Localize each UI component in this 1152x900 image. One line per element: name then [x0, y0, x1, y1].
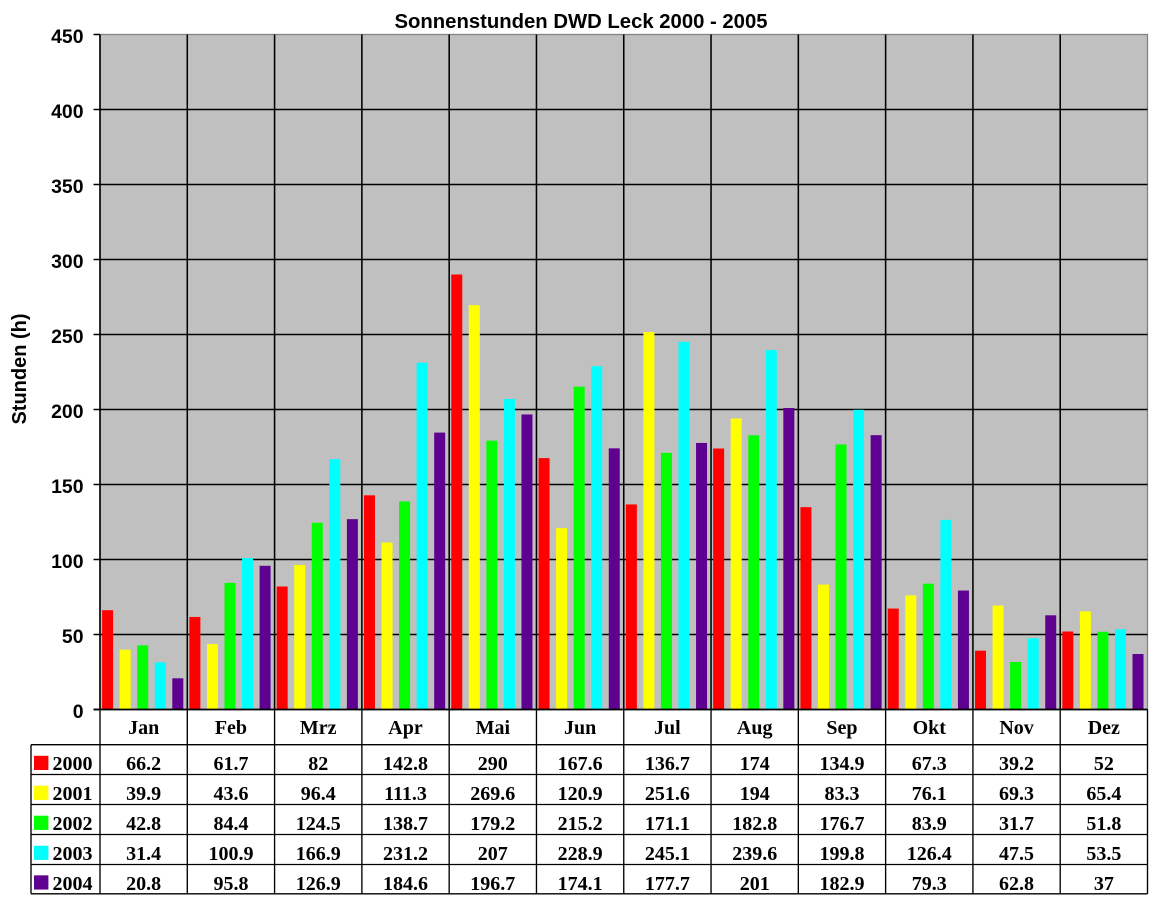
svg-text:184.6: 184.6	[383, 873, 428, 895]
svg-text:53.5: 53.5	[1086, 843, 1121, 865]
svg-text:200: 200	[51, 401, 83, 423]
svg-text:207: 207	[478, 843, 508, 865]
svg-text:61.7: 61.7	[213, 753, 248, 775]
svg-text:76.1: 76.1	[912, 783, 947, 805]
svg-text:42.8: 42.8	[126, 813, 161, 835]
svg-text:20.8: 20.8	[126, 873, 161, 895]
svg-text:250: 250	[51, 326, 83, 348]
svg-text:245.1: 245.1	[645, 843, 690, 865]
svg-text:166.9: 166.9	[296, 843, 341, 865]
svg-text:95.8: 95.8	[213, 873, 248, 895]
svg-text:84.4: 84.4	[213, 813, 248, 835]
svg-text:136.7: 136.7	[645, 753, 690, 775]
svg-text:350: 350	[51, 176, 83, 198]
svg-text:Apr: Apr	[388, 717, 423, 739]
svg-text:Jan: Jan	[128, 717, 159, 739]
svg-text:65.4: 65.4	[1086, 783, 1121, 805]
svg-text:174: 174	[740, 753, 770, 775]
svg-text:Mrz: Mrz	[300, 717, 337, 739]
svg-text:62.8: 62.8	[999, 873, 1034, 895]
svg-text:69.3: 69.3	[999, 783, 1034, 805]
svg-text:174.1: 174.1	[558, 873, 603, 895]
svg-text:47.5: 47.5	[999, 843, 1034, 865]
svg-text:83.9: 83.9	[912, 813, 947, 835]
svg-text:67.3: 67.3	[912, 753, 947, 775]
svg-text:196.7: 196.7	[470, 873, 515, 895]
svg-text:Mai: Mai	[476, 717, 511, 739]
svg-text:239.6: 239.6	[732, 843, 777, 865]
svg-text:251.6: 251.6	[645, 783, 690, 805]
svg-text:167.6: 167.6	[558, 753, 603, 775]
svg-text:Dez: Dez	[1088, 717, 1120, 739]
svg-text:231.2: 231.2	[383, 843, 428, 865]
svg-text:290: 290	[478, 753, 508, 775]
svg-text:2001: 2001	[53, 783, 93, 805]
svg-text:2000: 2000	[53, 753, 93, 775]
svg-text:0: 0	[73, 701, 84, 723]
svg-text:126.4: 126.4	[907, 843, 952, 865]
svg-text:39.9: 39.9	[126, 783, 161, 805]
svg-text:182.8: 182.8	[732, 813, 777, 835]
svg-text:201: 201	[740, 873, 770, 895]
svg-text:50: 50	[62, 626, 84, 648]
svg-text:43.6: 43.6	[213, 783, 248, 805]
svg-text:126.9: 126.9	[296, 873, 341, 895]
svg-text:Okt: Okt	[913, 717, 947, 739]
svg-text:450: 450	[51, 26, 83, 48]
svg-text:134.9: 134.9	[819, 753, 864, 775]
svg-text:111.3: 111.3	[384, 783, 427, 805]
svg-text:39.2: 39.2	[999, 753, 1034, 775]
svg-text:Aug: Aug	[737, 717, 773, 739]
svg-text:400: 400	[51, 101, 83, 123]
svg-text:215.2: 215.2	[558, 813, 603, 835]
svg-text:100.9: 100.9	[208, 843, 253, 865]
svg-text:79.3: 79.3	[912, 873, 947, 895]
svg-text:269.6: 269.6	[470, 783, 515, 805]
svg-text:31.4: 31.4	[126, 843, 161, 865]
svg-text:37: 37	[1094, 873, 1114, 895]
svg-text:194: 194	[740, 783, 770, 805]
svg-text:100: 100	[51, 551, 83, 573]
svg-text:142.8: 142.8	[383, 753, 428, 775]
svg-text:2002: 2002	[53, 813, 93, 835]
svg-text:Jun: Jun	[564, 717, 596, 739]
svg-text:138.7: 138.7	[383, 813, 428, 835]
svg-text:124.5: 124.5	[296, 813, 341, 835]
svg-text:120.9: 120.9	[558, 783, 603, 805]
svg-text:83.3: 83.3	[824, 783, 859, 805]
svg-text:Sep: Sep	[826, 717, 857, 739]
svg-text:182.9: 182.9	[819, 873, 864, 895]
svg-text:177.7: 177.7	[645, 873, 690, 895]
svg-text:171.1: 171.1	[645, 813, 690, 835]
svg-text:31.7: 31.7	[999, 813, 1034, 835]
svg-text:Jul: Jul	[654, 717, 681, 739]
svg-text:82: 82	[308, 753, 328, 775]
svg-text:2003: 2003	[53, 843, 93, 865]
svg-text:Sonnenstunden DWD Leck 2000 -: Sonnenstunden DWD Leck 2000 - 2005	[394, 11, 767, 33]
svg-text:66.2: 66.2	[126, 753, 161, 775]
svg-text:228.9: 228.9	[558, 843, 603, 865]
svg-text:Stunden (h): Stunden (h)	[9, 313, 31, 424]
svg-text:51.8: 51.8	[1086, 813, 1121, 835]
svg-text:Nov: Nov	[999, 717, 1033, 739]
svg-text:179.2: 179.2	[470, 813, 515, 835]
svg-text:96.4: 96.4	[301, 783, 336, 805]
svg-text:199.8: 199.8	[819, 843, 864, 865]
svg-text:300: 300	[51, 251, 83, 273]
svg-text:Feb: Feb	[215, 717, 247, 739]
svg-text:52: 52	[1094, 753, 1114, 775]
svg-text:150: 150	[51, 476, 83, 498]
svg-text:176.7: 176.7	[819, 813, 864, 835]
svg-text:2004: 2004	[53, 873, 93, 895]
